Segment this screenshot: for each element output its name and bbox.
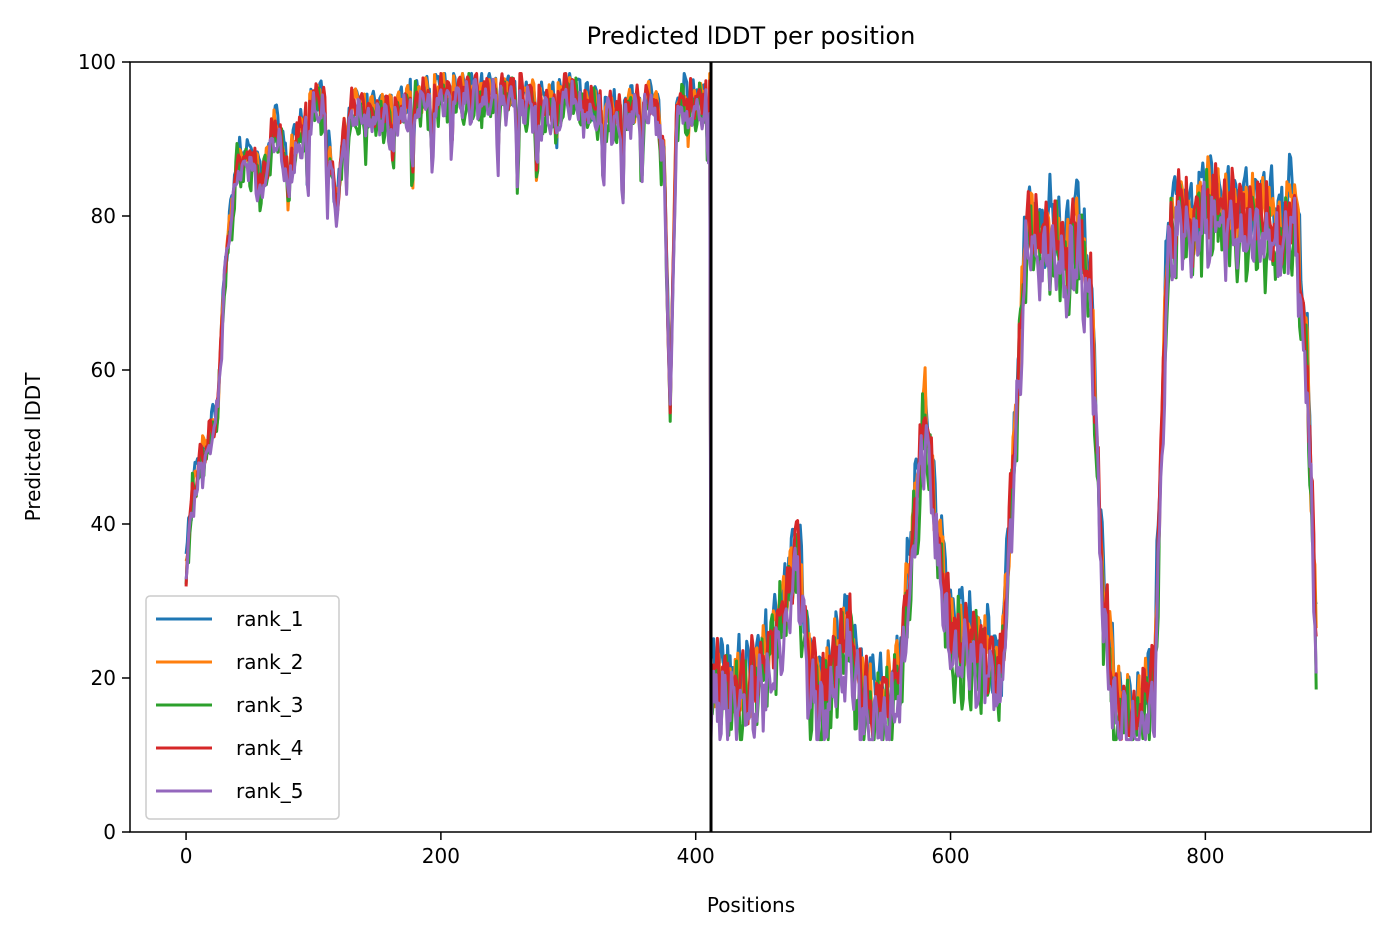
x-tick-label: 400	[677, 844, 715, 868]
legend-box	[145, 595, 340, 820]
x-tick-label: 200	[422, 844, 460, 868]
legend-label-rank_4: rank_4	[236, 736, 303, 760]
legend-label-rank_3: rank_3	[236, 693, 303, 717]
chart-title: Predicted lDDT per position	[587, 22, 916, 50]
y-axis: 0 20 40 60 80 100	[78, 50, 130, 844]
y-tick-label: 60	[91, 358, 116, 382]
plot-frame	[129, 61, 1372, 833]
series-line-rank_1	[184, 72, 1318, 734]
y-tick-label: 20	[91, 666, 116, 690]
legend-label-rank_1: rank_1	[236, 607, 303, 631]
y-axis-label: Predicted lDDT	[21, 372, 45, 522]
y-tick-label: 40	[91, 512, 116, 536]
x-tick-label: 0	[180, 844, 193, 868]
legend: rank_1 rank_2 rank_3 rank_4 rank_5	[145, 595, 340, 820]
x-axis-label: Positions	[707, 893, 795, 917]
series-line-rank_2	[184, 72, 1318, 734]
y-tick-label: 80	[91, 204, 116, 228]
x-axis: 0 200 400 600 800	[180, 832, 1224, 868]
x-tick-label: 600	[931, 844, 969, 868]
y-tick-label: 100	[78, 50, 116, 74]
series-line-rank_4	[184, 72, 1318, 741]
legend-label-rank_2: rank_2	[236, 650, 303, 674]
x-tick-label: 800	[1186, 844, 1224, 868]
y-tick-label: 0	[103, 820, 116, 844]
legend-label-rank_5: rank_5	[236, 779, 303, 803]
series-line-rank_5	[184, 77, 1318, 742]
plot-area	[184, 72, 1318, 742]
